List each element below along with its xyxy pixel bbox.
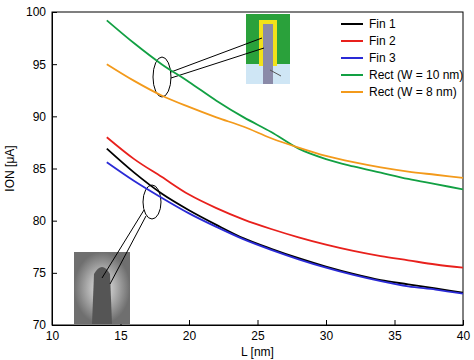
tick: 90 [33,110,57,124]
insets [74,14,290,324]
tick-label: 40 [457,329,471,343]
plot-frame [52,12,463,325]
pointer-line [171,48,264,78]
tick: 80 [33,214,57,228]
tick-label: 35 [388,329,402,343]
legend-swatch [341,91,363,93]
tick-label: 90 [33,110,47,124]
tick-label: 80 [33,214,47,228]
tick-mark [258,320,259,325]
pointer-line [171,38,262,72]
legend-label: Fin 2 [369,34,396,48]
tick-label: 15 [114,329,128,343]
pointer-line [102,210,144,278]
tick: 95 [33,58,57,72]
legend-swatch [341,23,363,25]
tick-mark [52,221,57,222]
plot: 10152025303540707580859095100Fin 1Fin 2F… [26,5,471,342]
tick-label: 100 [26,5,46,19]
tick: 85 [33,162,57,176]
legend-label: Fin 1 [369,17,396,31]
sem-fin [92,267,112,324]
series-group [107,20,463,293]
y-axis-title: ION [μA] [3,145,17,191]
tick: 40 [457,320,471,343]
tick-mark [52,169,57,170]
series-line [107,64,463,178]
pointer-line [110,216,146,284]
tick-mark [326,320,327,325]
legend-swatch [341,40,363,42]
legend-label: Fin 3 [369,51,396,65]
tick-label: 85 [33,162,47,176]
tick-label: 25 [251,329,265,343]
tick-mark [395,320,396,325]
tick: 30 [320,320,334,343]
schematic-arrow [270,70,281,76]
tick-mark [52,273,57,274]
series-line [107,137,463,267]
ellipse-marker [143,185,161,219]
tick: 20 [183,320,197,343]
legend-swatch [341,74,363,76]
legend-label: Rect (W = 8 nm) [369,85,457,99]
tick-mark [52,64,57,65]
schematic-fin [263,24,273,84]
tick-label: 10 [46,329,60,343]
tick: 75 [33,266,57,280]
tick-label: 70 [33,318,47,332]
tick-mark [52,116,57,117]
series-line [107,162,463,293]
series-line [107,20,463,189]
tick-label: 95 [33,58,47,72]
legend-label: Rect (W = 10 nm) [369,68,463,82]
tick-label: 30 [320,329,334,343]
x-axis-title: L [nm] [241,345,274,359]
tick: 35 [388,320,402,343]
legend: Fin 1 Fin 2 Fin 3 Rect (W = 10 nm) Rect (W =… [341,17,463,99]
tick: 25 [251,320,265,343]
tick-mark [189,320,190,325]
ellipse-marker [153,57,171,97]
tick-label: 75 [33,266,47,280]
series-line [107,149,463,293]
legend-swatch [341,57,363,59]
tick-label: 20 [183,329,197,343]
chart: 10152025303540707580859095100Fin 1Fin 2F… [0,0,474,360]
